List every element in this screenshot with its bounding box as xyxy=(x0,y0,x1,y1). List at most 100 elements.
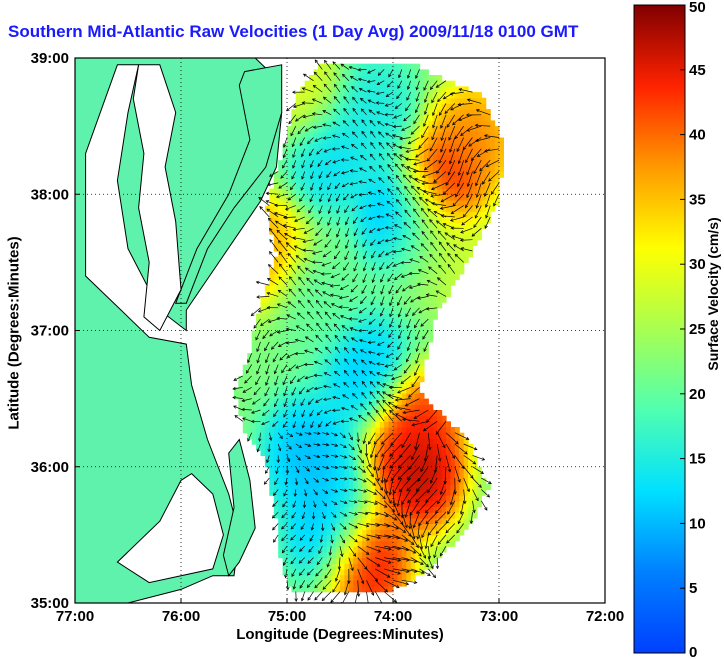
speed-cell xyxy=(295,313,301,320)
speed-cell xyxy=(441,114,447,122)
speed-cell xyxy=(415,80,421,87)
velocity-arrow-head xyxy=(311,260,316,264)
speed-cell xyxy=(366,126,372,133)
speed-cell xyxy=(335,574,341,581)
speed-cell xyxy=(300,97,306,104)
speed-cell xyxy=(348,455,354,462)
speed-cell xyxy=(295,461,301,468)
speed-cell xyxy=(393,540,398,547)
speed-cell xyxy=(379,506,385,513)
speed-cell xyxy=(322,205,328,212)
speed-cell xyxy=(273,336,279,343)
speed-cell xyxy=(291,273,297,280)
speed-cell xyxy=(401,506,407,513)
speed-cell xyxy=(326,358,332,366)
speed-cell xyxy=(317,438,323,445)
speed-cell xyxy=(419,347,425,354)
speed-cell xyxy=(428,103,434,110)
speed-cell xyxy=(322,302,328,309)
velocity-arrow xyxy=(313,270,323,275)
speed-cell xyxy=(300,512,306,519)
velocity-arrow xyxy=(286,580,289,590)
velocity-arrow xyxy=(357,568,364,584)
speed-cell xyxy=(291,324,297,332)
speed-cell xyxy=(437,205,443,212)
velocity-arrow-head xyxy=(292,165,296,169)
speed-cell xyxy=(415,262,421,269)
speed-cell xyxy=(410,336,416,343)
speed-cell xyxy=(423,438,429,445)
speed-cell xyxy=(340,324,345,332)
speed-cell xyxy=(273,483,279,491)
speed-cell xyxy=(379,188,385,195)
velocity-arrow xyxy=(317,160,323,167)
speed-cell xyxy=(335,483,341,491)
velocity-arrow-head xyxy=(322,515,326,520)
velocity-arrow xyxy=(357,432,359,442)
speed-cell xyxy=(481,177,487,184)
velocity-arrow-head xyxy=(326,233,330,238)
speed-cell xyxy=(273,472,279,479)
speed-cell xyxy=(379,296,385,303)
speed-cell xyxy=(463,211,469,218)
speed-cell xyxy=(397,455,403,462)
speed-cell xyxy=(468,500,474,508)
speed-cell xyxy=(247,410,253,417)
speed-cell xyxy=(410,234,416,241)
speed-cell xyxy=(340,444,345,451)
speed-cell xyxy=(353,336,359,343)
velocity-arrow xyxy=(258,197,270,206)
speed-cell xyxy=(428,472,434,479)
speed-cell xyxy=(415,313,421,320)
speed-cell xyxy=(401,500,407,508)
speed-cell xyxy=(410,534,416,542)
velocity-arrow xyxy=(340,63,349,70)
speed-cell xyxy=(353,319,359,326)
speed-cell xyxy=(393,324,398,332)
speed-cell xyxy=(242,375,248,383)
velocity-arrow-head xyxy=(318,424,322,428)
velocity-arrow-head xyxy=(288,120,292,125)
velocity-arrow xyxy=(284,398,288,407)
speed-cell xyxy=(340,568,345,576)
speed-cell xyxy=(366,188,372,195)
speed-cell xyxy=(357,126,363,133)
speed-cell xyxy=(423,455,429,462)
speed-cell xyxy=(317,512,323,519)
speed-cell xyxy=(340,160,345,167)
speed-cell xyxy=(331,182,337,190)
speed-cell xyxy=(322,211,328,218)
speed-cell xyxy=(406,444,412,451)
speed-cell xyxy=(344,563,350,570)
speed-cell xyxy=(454,182,460,190)
speed-cell xyxy=(348,398,354,405)
velocity-arrow xyxy=(339,511,347,517)
speed-cell xyxy=(362,86,368,93)
speed-cell xyxy=(485,126,491,133)
speed-cell xyxy=(472,217,478,224)
speed-cell xyxy=(282,302,288,309)
speed-cell xyxy=(322,296,328,303)
speed-cell xyxy=(291,506,297,513)
speed-cell xyxy=(419,398,425,405)
velocity-arrow xyxy=(247,432,253,442)
velocity-arrow-head xyxy=(273,539,277,543)
velocity-arrow xyxy=(312,250,323,255)
velocity-arrow xyxy=(324,409,332,414)
speed-cell xyxy=(317,279,323,286)
speed-cell xyxy=(362,97,368,104)
speed-cell xyxy=(450,126,456,133)
speed-cell xyxy=(393,103,398,110)
speed-cell xyxy=(476,114,482,122)
speed-cell xyxy=(251,353,257,360)
speed-cell xyxy=(379,137,385,144)
speed-cell xyxy=(370,427,376,434)
speed-cell xyxy=(401,114,407,122)
speed-cell xyxy=(410,154,416,161)
speed-cell xyxy=(415,381,421,388)
speed-cell xyxy=(379,222,385,229)
speed-cell xyxy=(291,472,297,479)
speed-cell xyxy=(247,387,253,394)
speed-cell xyxy=(362,199,368,207)
speed-cell xyxy=(273,421,279,428)
